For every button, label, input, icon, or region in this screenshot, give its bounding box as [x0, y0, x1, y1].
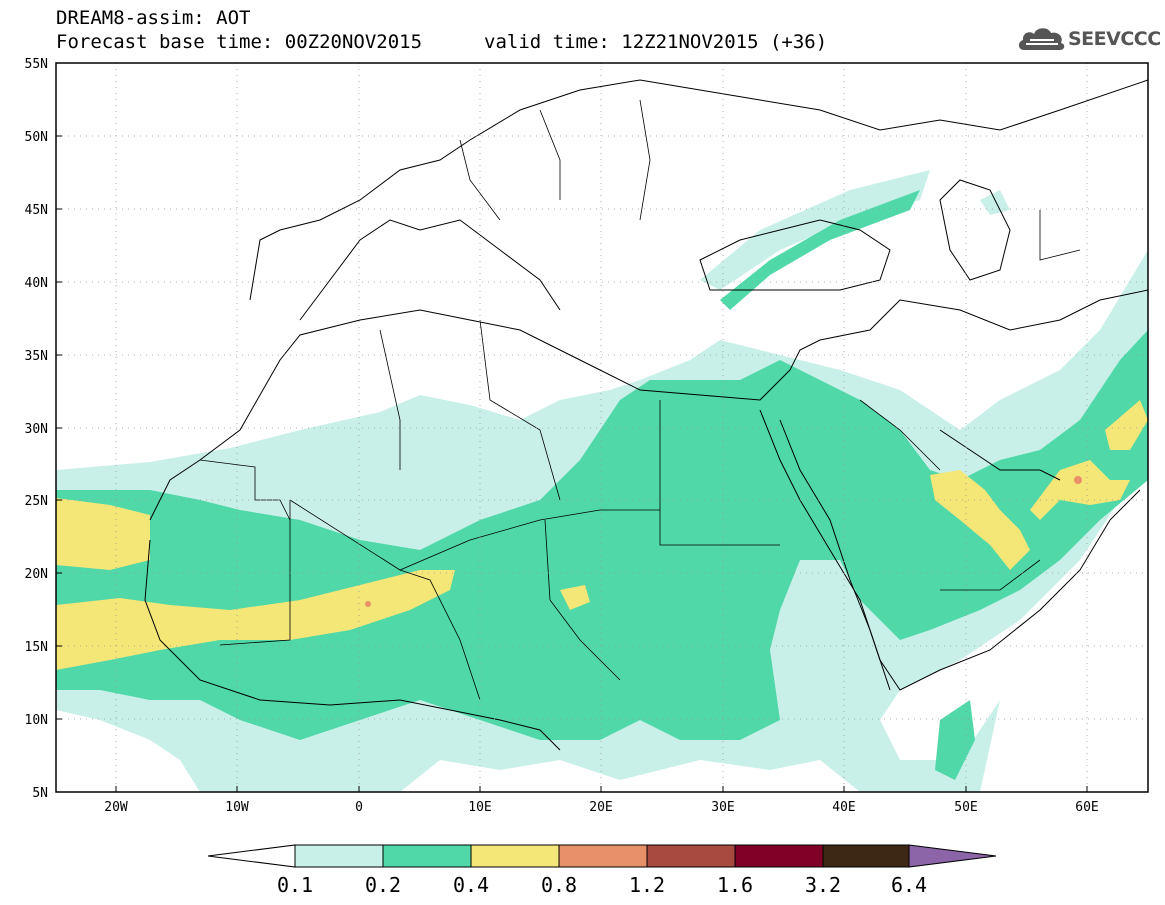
logo-text: SEEVCCC	[1068, 28, 1161, 50]
aot-level-0.8	[365, 476, 1082, 607]
lat-label: 40N	[25, 276, 48, 291]
lat-ticks	[56, 62, 62, 793]
graticule	[56, 63, 1148, 792]
colorbar-segment	[470, 844, 560, 868]
lat-label: 15N	[25, 640, 48, 655]
cloud-icon	[1018, 28, 1065, 50]
colorbar-label: 3.2	[804, 873, 842, 897]
aot-level-0.2	[56, 190, 1148, 780]
lon-label: 30E	[711, 800, 734, 815]
colorbar-label: 6.4	[890, 873, 928, 897]
lat-label: 45N	[25, 203, 48, 218]
lat-label: 55N	[25, 57, 48, 72]
colorbar	[207, 844, 997, 868]
lat-label: 25N	[25, 494, 48, 509]
lat-label: 5N	[32, 786, 48, 801]
lon-label: 60E	[1075, 800, 1098, 815]
colorbar-segment	[382, 844, 472, 868]
colorbar-segment	[822, 844, 910, 868]
lon-label: 20W	[104, 800, 128, 815]
lon-labels: 20W 10W 0 10E 20E 30E 40E 50E 60E	[104, 800, 1098, 815]
lon-ticks	[115, 786, 1088, 792]
lat-label: 35N	[25, 349, 48, 364]
colorbar-label: 1.2	[628, 873, 666, 897]
lon-label: 0	[355, 800, 363, 815]
colorbar-segment	[646, 844, 736, 868]
map-title: DREAM8-assim: AOT	[56, 7, 251, 29]
colorbar-segment	[558, 844, 648, 868]
lon-label: 20E	[589, 800, 612, 815]
lat-label: 50N	[25, 130, 48, 145]
colorbar-segment	[294, 844, 384, 868]
colorbar-segment	[734, 844, 824, 868]
aot-level-0.4	[56, 400, 1148, 670]
colorbar-label: 0.4	[452, 873, 490, 897]
aot-fields	[56, 170, 1148, 792]
colorbar-segment-over	[908, 844, 997, 868]
lon-label: 10E	[468, 800, 491, 815]
lat-label: 30N	[25, 422, 48, 437]
lon-label: 50E	[954, 800, 977, 815]
colorbar-segment-under	[207, 844, 296, 868]
colorbar-label: 0.8	[540, 873, 578, 897]
lat-label: 10N	[25, 713, 48, 728]
lat-labels: 55N 50N 45N 40N 35N 30N 25N 20N 15N 10N …	[25, 57, 48, 801]
forecast-base-time: Forecast base time: 00Z20NOV2015	[56, 31, 423, 53]
lat-label: 20N	[25, 567, 48, 582]
colorbar-label: 0.2	[364, 873, 402, 897]
seevccc-logo: SEEVCCC	[1016, 22, 1161, 56]
colorbar-label: 0.1	[276, 873, 314, 897]
valid-time: valid time: 12Z21NOV2015 (+36)	[484, 31, 828, 53]
lon-label: 40E	[832, 800, 855, 815]
lon-label: 10W	[225, 800, 249, 815]
colorbar-label: 1.6	[716, 873, 754, 897]
